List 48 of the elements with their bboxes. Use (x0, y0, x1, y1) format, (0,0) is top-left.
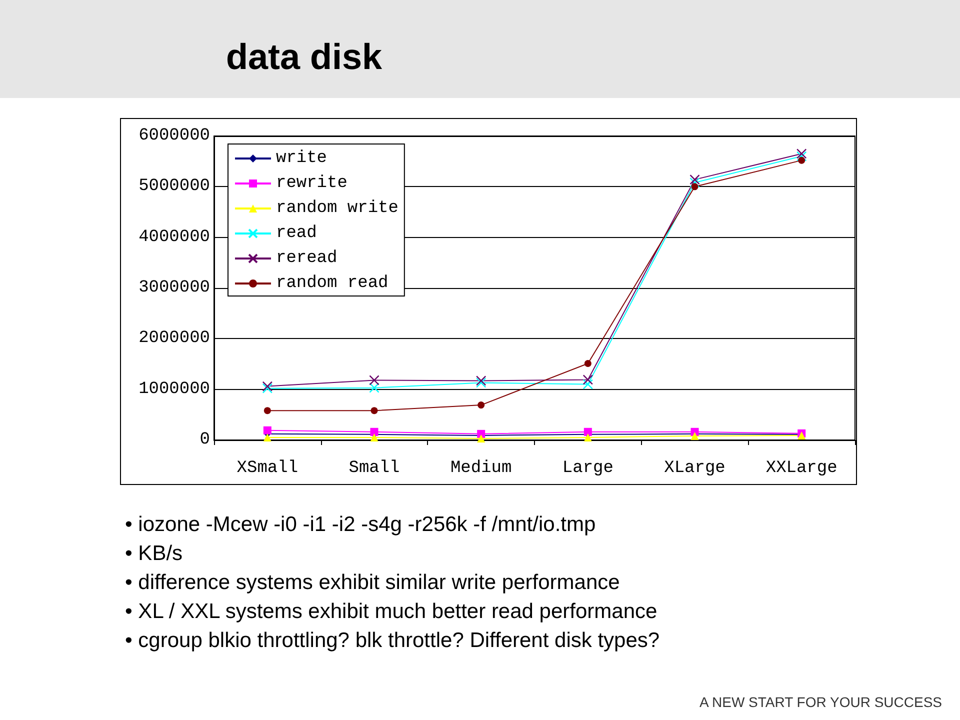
y-tick-label: 6000000 (138, 126, 210, 146)
point (370, 433, 378, 442)
x-tick-label: XSmall (236, 459, 298, 478)
point (691, 183, 698, 190)
point (370, 407, 378, 414)
text: • XL / XXL systems exhibit much better read performance (125, 599, 658, 625)
x-tick-label: Medium (450, 459, 512, 478)
legend-label: random read (276, 274, 388, 293)
point (370, 428, 378, 436)
point (264, 407, 271, 414)
text: • iozone -Mcew -i0 -i1 -i2 -s4g -r256k -f /mnt/io.tmp (125, 512, 597, 538)
point (690, 178, 700, 188)
legend-label: rewrite (276, 174, 348, 193)
y-tick-label: 4000000 (138, 228, 210, 247)
point (369, 382, 380, 393)
text: • difference systems exhibit similar write performance (125, 570, 621, 596)
text: • KB/s (125, 541, 184, 567)
legend-label: write (276, 149, 328, 168)
y-tick-label: 2000000 (138, 329, 210, 348)
point (796, 148, 807, 159)
point (690, 174, 700, 185)
x-tick-label: XXLarge (766, 459, 838, 478)
legend-label: read (276, 224, 317, 243)
point (584, 433, 592, 442)
point (582, 374, 594, 385)
x-tick-label: Small (348, 459, 400, 478)
point (798, 156, 806, 164)
y-tick-label: 1000000 (138, 380, 210, 399)
chart-title: data disk (226, 36, 382, 78)
point (582, 379, 594, 390)
text: A NEW START FOR YOUR SUCCESS (700, 694, 942, 710)
point (796, 151, 807, 162)
point (369, 375, 380, 386)
y-tick-label: 0 (200, 430, 210, 450)
x-tick-label: Large (562, 459, 614, 478)
point (478, 402, 485, 409)
legend-label: random write (276, 199, 398, 218)
text: • cgroup blkio throttling? blk throttle? Different disk types? (125, 628, 660, 654)
y-tick-label: 5000000 (138, 177, 210, 196)
y-tick-label: 3000000 (138, 278, 210, 298)
point (584, 360, 592, 367)
point (263, 433, 272, 442)
point (584, 428, 592, 436)
x-tick-label: XLarge (664, 459, 726, 478)
legend-label: reread (276, 249, 338, 268)
point (263, 426, 272, 434)
point (690, 432, 699, 440)
point (477, 434, 486, 442)
